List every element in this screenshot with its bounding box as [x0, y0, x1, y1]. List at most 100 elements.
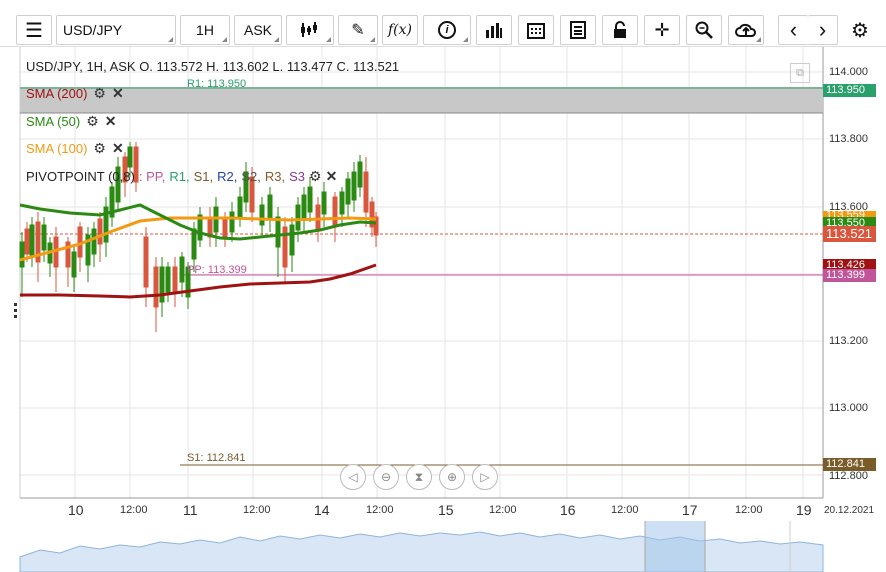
- r1-price-badge: 113.950: [823, 84, 876, 97]
- pp-label: PP: 113.399: [187, 264, 247, 276]
- gear-icon[interactable]: ⚙: [309, 168, 322, 184]
- timeframe-selector[interactable]: 1H: [180, 15, 230, 45]
- legend-sma50[interactable]: SMA (50) ⚙ ✕: [26, 113, 116, 130]
- ohlc-header: USD/JPY, 1H, ASK O. 113.572 H. 113.602 L…: [26, 59, 400, 74]
- triangle-right-icon: ▷: [480, 470, 490, 484]
- navigator-series: [19, 531, 824, 572]
- calendar-icon: [527, 23, 545, 39]
- lock-button[interactable]: [602, 15, 638, 45]
- time-label: 11: [183, 502, 198, 518]
- pencil-icon: ✎: [351, 22, 365, 39]
- price-tick: 113.600: [829, 201, 868, 213]
- drag-handle-icon[interactable]: [14, 303, 17, 318]
- s1-price-badge: 112.841: [823, 458, 876, 471]
- popout-icon: ⧉: [796, 66, 804, 79]
- legend-sma200[interactable]: SMA (200) ⚙ ✕: [26, 85, 124, 102]
- zoom-out-icon: ⊖: [380, 470, 392, 484]
- close-icon[interactable]: ✕: [325, 168, 338, 184]
- sma100-line: [19, 216, 377, 262]
- crosshair-icon: ✛: [654, 19, 670, 40]
- legend-pivot[interactable]: PIVOTPOINT (0,8) : PP, R1, S1, R2, S2, R…: [26, 168, 337, 185]
- indicators-button[interactable]: f(x): [382, 15, 418, 45]
- time-label: 19: [796, 502, 812, 518]
- settings-button[interactable]: ⚙: [844, 15, 876, 45]
- close-icon[interactable]: ✕: [111, 85, 124, 101]
- time-label: 17: [682, 502, 698, 518]
- scroll-left-button[interactable]: ‹: [778, 15, 808, 45]
- sma200-line: [20, 263, 377, 299]
- zoom-out-button[interactable]: ⊖: [373, 464, 399, 490]
- crosshair-button[interactable]: ✛: [644, 15, 680, 45]
- chart-type-button[interactable]: [286, 15, 334, 45]
- price-type-selector[interactable]: ASK: [234, 15, 282, 45]
- chevron-right-icon: ›: [818, 17, 827, 42]
- gear-icon[interactable]: ⚙: [93, 85, 106, 101]
- time-label: 12:00: [243, 504, 271, 516]
- candlestick-icon: [301, 22, 317, 37]
- cloud-button[interactable]: [728, 15, 764, 45]
- time-label: 12:00: [366, 504, 394, 516]
- time-label: 12:00: [735, 504, 763, 516]
- draw-tool-button[interactable]: ✎: [338, 15, 378, 45]
- price-type-label: ASK: [243, 22, 272, 38]
- volume-button[interactable]: [476, 15, 512, 45]
- legend-sma100[interactable]: SMA (100) ⚙ ✕: [26, 140, 124, 157]
- triangle-left-icon: ◁: [348, 470, 358, 484]
- scroll-right-button[interactable]: ›: [808, 15, 838, 45]
- r1-zone: [20, 87, 823, 113]
- legend-sma100-label: SMA (100): [26, 141, 88, 156]
- close-icon[interactable]: ✕: [104, 113, 117, 129]
- legend-pivot-r1: R1,: [169, 169, 190, 184]
- legend-sma50-label: SMA (50): [26, 114, 81, 129]
- calendar-button[interactable]: [518, 15, 554, 45]
- reset-view-button[interactable]: ⧗: [406, 464, 432, 490]
- time-label: 12:00: [489, 504, 517, 516]
- close-icon[interactable]: ✕: [111, 140, 124, 156]
- price-tick: 113.000: [829, 402, 868, 414]
- document-icon: [570, 21, 586, 39]
- legend-pivot-s3: S3: [289, 169, 305, 184]
- scroll-forward-button[interactable]: ▷: [472, 464, 498, 490]
- price-tick: 112.800: [829, 470, 868, 482]
- zoom-in-icon: ⊕: [446, 470, 458, 484]
- time-label: 10: [68, 502, 84, 518]
- symbol-label: USD/JPY: [63, 22, 123, 38]
- time-label-date: 20.12.2021: [824, 505, 875, 516]
- legend-pivot-r2: R2,: [217, 169, 238, 184]
- info-icon: i: [438, 21, 456, 39]
- price-tick: 114.000: [829, 66, 868, 78]
- navigator-window[interactable]: [645, 521, 705, 572]
- s1-label: S1: 112.841: [187, 452, 246, 464]
- price-tick: 113.800: [829, 133, 868, 145]
- legend-pivot-s1: S1,: [193, 169, 214, 184]
- zoom-in-button[interactable]: ⊕: [439, 464, 465, 490]
- time-label: 15: [438, 502, 454, 518]
- legend-pivot-s2: S2,: [241, 169, 261, 184]
- legend-pivot-r3: R3,: [264, 169, 286, 184]
- time-label: 12:00: [611, 504, 639, 516]
- time-label: 12:00: [120, 504, 148, 516]
- gear-icon[interactable]: ⚙: [86, 113, 99, 129]
- zoom-icon: [695, 21, 713, 39]
- reset-icon: ⧗: [414, 469, 424, 484]
- info-button[interactable]: i: [423, 15, 471, 45]
- sma200-price-badge: 113.426: [823, 259, 876, 272]
- r1-label: R1: 113.950: [187, 78, 247, 90]
- sma50-line: [19, 203, 377, 241]
- scroll-back-button[interactable]: ◁: [340, 464, 366, 490]
- news-button[interactable]: [560, 15, 596, 45]
- symbol-selector[interactable]: USD/JPY: [56, 15, 176, 45]
- zoom-button[interactable]: [686, 15, 722, 45]
- bar-chart-icon: [486, 23, 502, 38]
- legend-sma200-label: SMA (200): [26, 86, 88, 101]
- gear-icon: ⚙: [851, 19, 869, 42]
- last-price-badge: 113.521: [823, 226, 876, 242]
- popout-button[interactable]: ⧉: [790, 63, 810, 83]
- menu-button[interactable]: ☰: [16, 15, 52, 45]
- legend-pivot-label: PIVOTPOINT (0,8): [26, 169, 135, 184]
- chart-canvas[interactable]: [0, 47, 886, 572]
- time-label: 16: [560, 502, 576, 518]
- gear-icon[interactable]: ⚙: [93, 140, 106, 156]
- chevron-left-icon: ‹: [789, 17, 798, 42]
- hamburger-icon: ☰: [25, 19, 43, 42]
